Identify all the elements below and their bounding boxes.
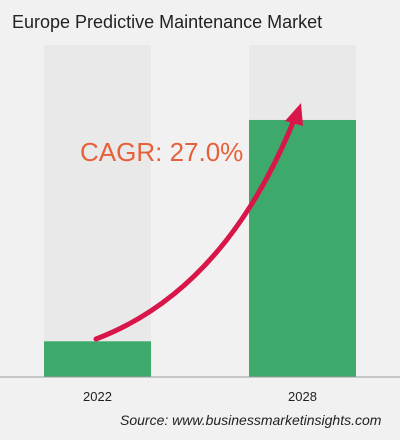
cagr-annotation: CAGR: 27.0% (80, 137, 243, 167)
x-tick-label-2022: 2022 (83, 389, 112, 404)
x-tick-label-2028: 2028 (288, 389, 317, 404)
bar-2028 (249, 119, 356, 377)
cagr-arrow (93, 103, 303, 342)
arrow-head (285, 103, 303, 126)
source-note: Source: www.businessmarketinsights.com (120, 412, 382, 428)
bar-2022 (44, 341, 151, 377)
bars (44, 119, 356, 377)
arrow-curve (93, 117, 297, 342)
title: Europe Predictive Maintenance Market (12, 12, 323, 32)
x-ticks: 2022 2028 (83, 389, 317, 404)
bar-track-2022 (44, 45, 151, 377)
